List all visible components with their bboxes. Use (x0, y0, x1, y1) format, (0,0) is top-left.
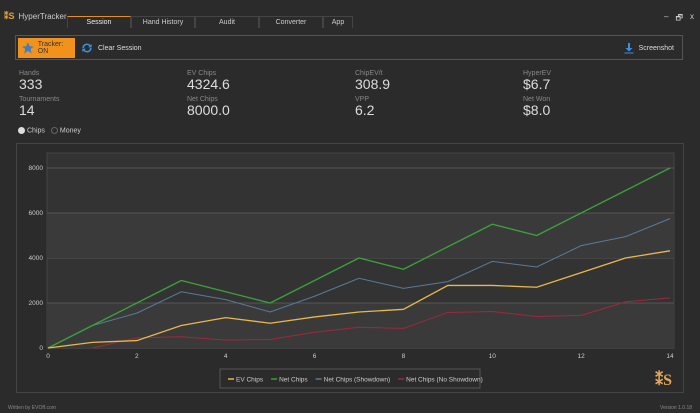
stat-hands: Hands 333 (19, 70, 42, 91)
x-tick-label: 10 (489, 353, 497, 360)
tab-converter[interactable]: Converter (259, 16, 323, 28)
money-radio[interactable]: Money (50, 127, 81, 135)
x-tick-label: 4 (224, 353, 228, 360)
tab-session[interactable]: Session (67, 16, 131, 28)
star-icon (22, 42, 34, 54)
series-line-ev-chips (47, 250, 671, 349)
chart-panel: 0 2000 4000 6000 8000 0 2 4 6 8 10 12 14 EV Chips Net … (16, 143, 684, 393)
clear-session-label: Clear Session (98, 44, 142, 52)
stat-value: 4324.6 (187, 76, 230, 92)
stat-label: HyperEV (523, 70, 552, 77)
mode-radio-group: Chips Money (18, 127, 81, 134)
stat-label: ChipEV/t (355, 70, 383, 77)
y-tick-label: 6000 (29, 210, 44, 217)
y-tick-label: 4000 (29, 255, 44, 262)
app-title-text: HyperTracker (18, 12, 67, 21)
series-line-net-chips (47, 167, 671, 349)
window-controls: – 🗗 x (664, 12, 694, 26)
stat-label: VPP (355, 96, 370, 103)
stat-ev-chips: EV Chips 4324.6 (187, 70, 230, 91)
hs-logo-icon: ⁑S (655, 369, 672, 389)
screenshot-label: Screenshot (638, 44, 674, 52)
chips-radio[interactable]: Chips (18, 127, 45, 134)
series-line-net-chips-no-showdown- (92, 297, 671, 349)
footer-version: Version 1.0.18 (660, 405, 692, 411)
close-button[interactable]: x (690, 12, 694, 21)
tracker-toggle-button[interactable]: Tracker: ON (18, 38, 75, 58)
stat-tournaments: Tournaments 14 (19, 96, 59, 117)
clear-session-button[interactable]: Clear Session (80, 41, 142, 55)
x-tick-label: 8 (402, 353, 406, 360)
footer-credit: Written by EVOff.com (8, 405, 56, 411)
tab-hand-history[interactable]: Hand History (131, 16, 195, 28)
tab-bar: Session Hand History Audit Converter App (67, 16, 353, 28)
stat-label: Net Won (523, 96, 551, 103)
x-tick-label: 14 (666, 353, 674, 360)
app-title: ⁑S HyperTracker (4, 11, 67, 22)
stat-label: Net Chips (187, 96, 218, 103)
stat-value: 333 (19, 76, 43, 92)
download-icon (624, 43, 634, 54)
y-tick-label: 2000 (29, 300, 44, 307)
y-tick-label: 0 (39, 345, 43, 352)
x-tick-label: 12 (578, 353, 586, 360)
stat-label: Tournaments (19, 96, 60, 103)
radio-selected-icon (18, 127, 25, 134)
x-tick-label: 2 (135, 353, 139, 360)
legend-label: Net Chips (Showdown) (324, 377, 390, 384)
stat-value: $6.7 (523, 76, 551, 92)
toolbar: Tracker: ON Clear Session Screenshot (15, 35, 683, 60)
legend-label: EV Chips (236, 377, 264, 384)
stat-net-won: Net Won $8.0 (523, 96, 550, 117)
refresh-icon (82, 43, 92, 53)
x-tick-label: 0 (46, 353, 50, 360)
minimize-button[interactable]: – (664, 12, 669, 21)
tab-app[interactable]: App (323, 16, 353, 28)
legend-label: Net Chips (No Showdown) (406, 377, 483, 384)
stat-value: $8.0 (523, 102, 551, 118)
line-chart: 0 2000 4000 6000 8000 0 2 4 6 8 10 12 14 EV Chips Net … (29, 152, 675, 389)
stat-vpp: VPP 6.2 (355, 96, 374, 117)
y-tick-label: 8000 (29, 165, 44, 172)
screenshot-button[interactable]: Screenshot (623, 41, 674, 55)
app-logo-icon: ⁑S (4, 11, 15, 21)
legend-label: Net Chips (279, 377, 308, 384)
grid-band (47, 303, 674, 348)
radio-unselected-icon (50, 127, 58, 134)
stat-value: 6.2 (355, 102, 375, 118)
money-radio-label: Money (59, 127, 81, 135)
stat-value: 308.9 (355, 76, 391, 92)
stat-label: Hands (19, 70, 40, 77)
chips-radio-label: Chips (27, 127, 45, 135)
stat-hyperev: HyperEV $6.7 (523, 70, 551, 91)
series-line-net-chips-showdown- (47, 218, 671, 349)
tracker-label: Tracker: ON (37, 41, 64, 55)
stat-value: 14 (19, 102, 35, 118)
stat-label: EV Chips (187, 70, 217, 77)
stat-net-chips: Net Chips 8000.0 (187, 96, 230, 117)
legend-box (219, 368, 481, 389)
x-tick-label: 6 (313, 353, 317, 360)
restore-button[interactable]: 🗗 (675, 13, 683, 22)
grid-band (47, 213, 674, 258)
stat-chipev-t: ChipEV/t 308.9 (355, 70, 390, 91)
stat-value: 8000.0 (187, 102, 230, 118)
tab-audit[interactable]: Audit (195, 16, 259, 28)
